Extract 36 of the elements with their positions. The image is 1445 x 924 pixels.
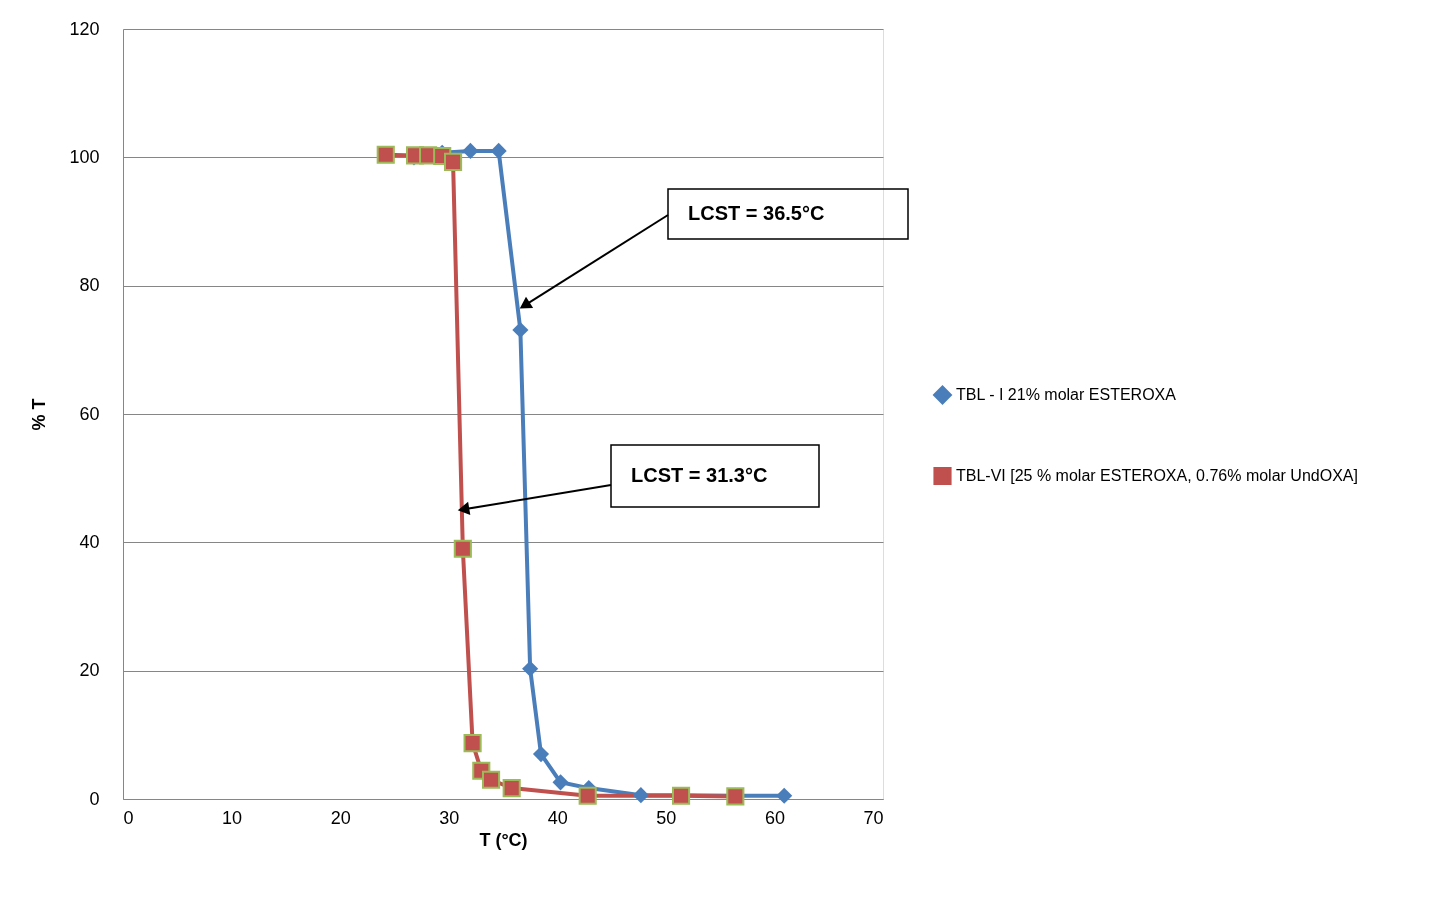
annotation: LCST = 36.5°C — [688, 202, 825, 224]
point — [776, 787, 793, 804]
legend-label: TBL-VI [25 % molar ESTEROXA, 0.76% molar UndOXA] — [956, 467, 1358, 484]
y-tick-label: 40 — [79, 531, 100, 552]
point — [502, 779, 521, 798]
point — [490, 142, 507, 159]
y-tick-label: 20 — [79, 660, 100, 681]
point — [512, 321, 529, 338]
x-tick-label: 10 — [222, 807, 243, 828]
point — [444, 152, 463, 171]
point — [453, 539, 472, 558]
y-tick-label: 0 — [89, 788, 100, 809]
point — [632, 787, 649, 804]
x-tick-label: 0 — [123, 807, 134, 828]
x-tick-label: 30 — [439, 807, 460, 828]
y-tick-label: 60 — [79, 403, 100, 424]
point — [482, 770, 501, 789]
point — [462, 142, 479, 159]
point — [522, 660, 539, 677]
point — [578, 786, 597, 805]
x-axis-title: T (°C) — [479, 829, 528, 850]
x-tick-label: 50 — [656, 807, 677, 828]
point — [463, 734, 482, 753]
y-tick-label: 100 — [69, 146, 100, 167]
point — [376, 145, 395, 164]
x-tick-label: 40 — [547, 807, 568, 828]
annotation: LCST = 31.3°C — [631, 464, 768, 486]
legend-label: TBL - I 21% molar ESTEROXA — [956, 386, 1177, 403]
x-tick-label: 60 — [764, 807, 785, 828]
y-tick-label: 120 — [69, 18, 100, 39]
x-tick-label: 20 — [330, 807, 351, 828]
y-axis-title: % T — [29, 398, 50, 431]
point — [552, 774, 569, 791]
y-tick-label: 80 — [79, 275, 100, 296]
x-tick-label: 70 — [863, 807, 884, 828]
point — [532, 746, 550, 763]
